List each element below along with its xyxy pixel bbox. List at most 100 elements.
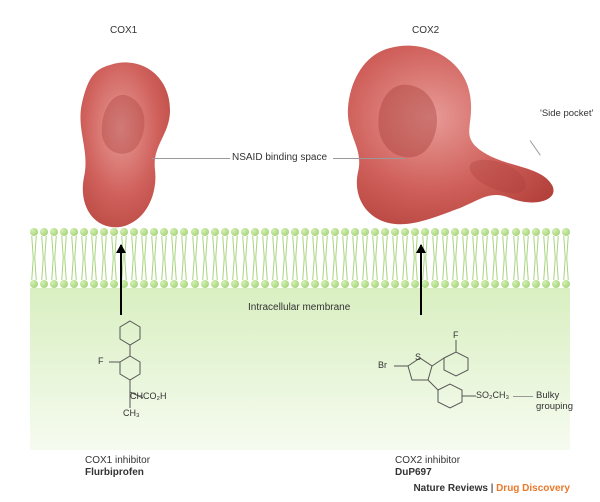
lipid-head (281, 280, 289, 288)
dup697-structure: Br S F SO₂CH₃ (370, 318, 530, 428)
lipid-head (191, 228, 199, 236)
lipid-head (130, 280, 138, 288)
lipid-head (341, 228, 349, 236)
intracellular-label: Intracellular membrane (248, 302, 350, 313)
footer-sep: | (488, 483, 496, 494)
cox2-inhibitor-line: COX2 inhibitor (395, 455, 460, 466)
lipid-tail (311, 236, 319, 258)
lipid-tail (60, 236, 68, 258)
lipid-head (542, 280, 550, 288)
lipid-tail (271, 236, 279, 258)
lipid-head (211, 228, 219, 236)
lipid-head (441, 280, 449, 288)
lipid-tail (381, 258, 389, 280)
lipid-tail (361, 258, 369, 280)
lipid-head (361, 228, 369, 236)
lipid-head (251, 228, 259, 236)
dup697-so2ch3: SO₂CH₃ (476, 390, 509, 400)
lipid-head (461, 280, 469, 288)
lipid-tail (311, 258, 319, 280)
lipid-tail (100, 236, 108, 258)
lipid-head (411, 280, 419, 288)
cox1-inhibitor-name: Flurbiprofen (85, 467, 144, 478)
lipid-head (140, 228, 148, 236)
lipid-tail (522, 236, 530, 258)
lipid-tail (501, 258, 509, 280)
lipid-head (291, 280, 299, 288)
lipid-head (30, 280, 38, 288)
lipid-tail (150, 258, 158, 280)
lipid-tail (401, 236, 409, 258)
flurbiprofen-chco2h: CHCO₂H (130, 391, 167, 401)
lipid-tail (40, 258, 48, 280)
cox1-protein (70, 55, 190, 235)
lipid-tail (130, 258, 138, 280)
lipid-tail (40, 236, 48, 258)
lipid-tail (331, 258, 339, 280)
lipid-tail (411, 258, 419, 280)
lipid-tail (331, 236, 339, 258)
side-pocket-label: 'Side pocket' (540, 108, 598, 119)
lipid-head (90, 280, 98, 288)
lipid-head (110, 228, 118, 236)
lipid-tail (60, 258, 68, 280)
lipid-head (150, 280, 158, 288)
lipid-tail (180, 236, 188, 258)
binding-leader-left (152, 158, 230, 159)
lipid-tail (301, 258, 309, 280)
lipid-tail (50, 258, 58, 280)
lipid-tail (281, 236, 289, 258)
lipid-head (351, 228, 359, 236)
lipid-head (562, 228, 570, 236)
lipid-head (201, 280, 209, 288)
lipid-head (70, 280, 78, 288)
lipid-head (311, 228, 319, 236)
lipid-head (471, 280, 479, 288)
lipid-head (160, 280, 168, 288)
cox1-title: COX1 (110, 25, 137, 36)
lipid-head (381, 228, 389, 236)
dup697-f: F (453, 330, 459, 340)
lipid-tail (201, 236, 209, 258)
lipid-head (401, 280, 409, 288)
lipid-tail (481, 236, 489, 258)
lipid-tail (291, 258, 299, 280)
lipid-tail (542, 258, 550, 280)
lipid-tail (251, 236, 259, 258)
lipid-head (100, 228, 108, 236)
lipid-tail (50, 236, 58, 258)
lipid-tail (421, 258, 429, 280)
lipid-head (401, 228, 409, 236)
lipid-head (331, 228, 339, 236)
lipid-tail (451, 258, 459, 280)
lipid-head (180, 280, 188, 288)
lipid-tail (471, 258, 479, 280)
lipid-head (461, 228, 469, 236)
lipid-head (271, 280, 279, 288)
lipid-head (431, 280, 439, 288)
lipid-tail (170, 258, 178, 280)
lipid-head (371, 228, 379, 236)
lipid-tail (30, 258, 38, 280)
lipid-tail (90, 258, 98, 280)
lipid-head (231, 280, 239, 288)
lipid-head (261, 228, 269, 236)
lipid-head (421, 228, 429, 236)
lipid-tail (251, 258, 259, 280)
lipid-tail (261, 236, 269, 258)
lipid-head (140, 280, 148, 288)
lipid-tail (110, 258, 118, 280)
lipid-tail (201, 258, 209, 280)
lipid-head (231, 228, 239, 236)
lipid-tail (461, 258, 469, 280)
lipid-tail (491, 236, 499, 258)
lipid-head (421, 280, 429, 288)
lipid-tail (512, 236, 520, 258)
lipid-tail (351, 258, 359, 280)
lipid-head (471, 228, 479, 236)
lipid-tail (160, 236, 168, 258)
lipid-tail (241, 236, 249, 258)
lipid-tail (341, 258, 349, 280)
lipid-head (351, 280, 359, 288)
lipid-head (201, 228, 209, 236)
